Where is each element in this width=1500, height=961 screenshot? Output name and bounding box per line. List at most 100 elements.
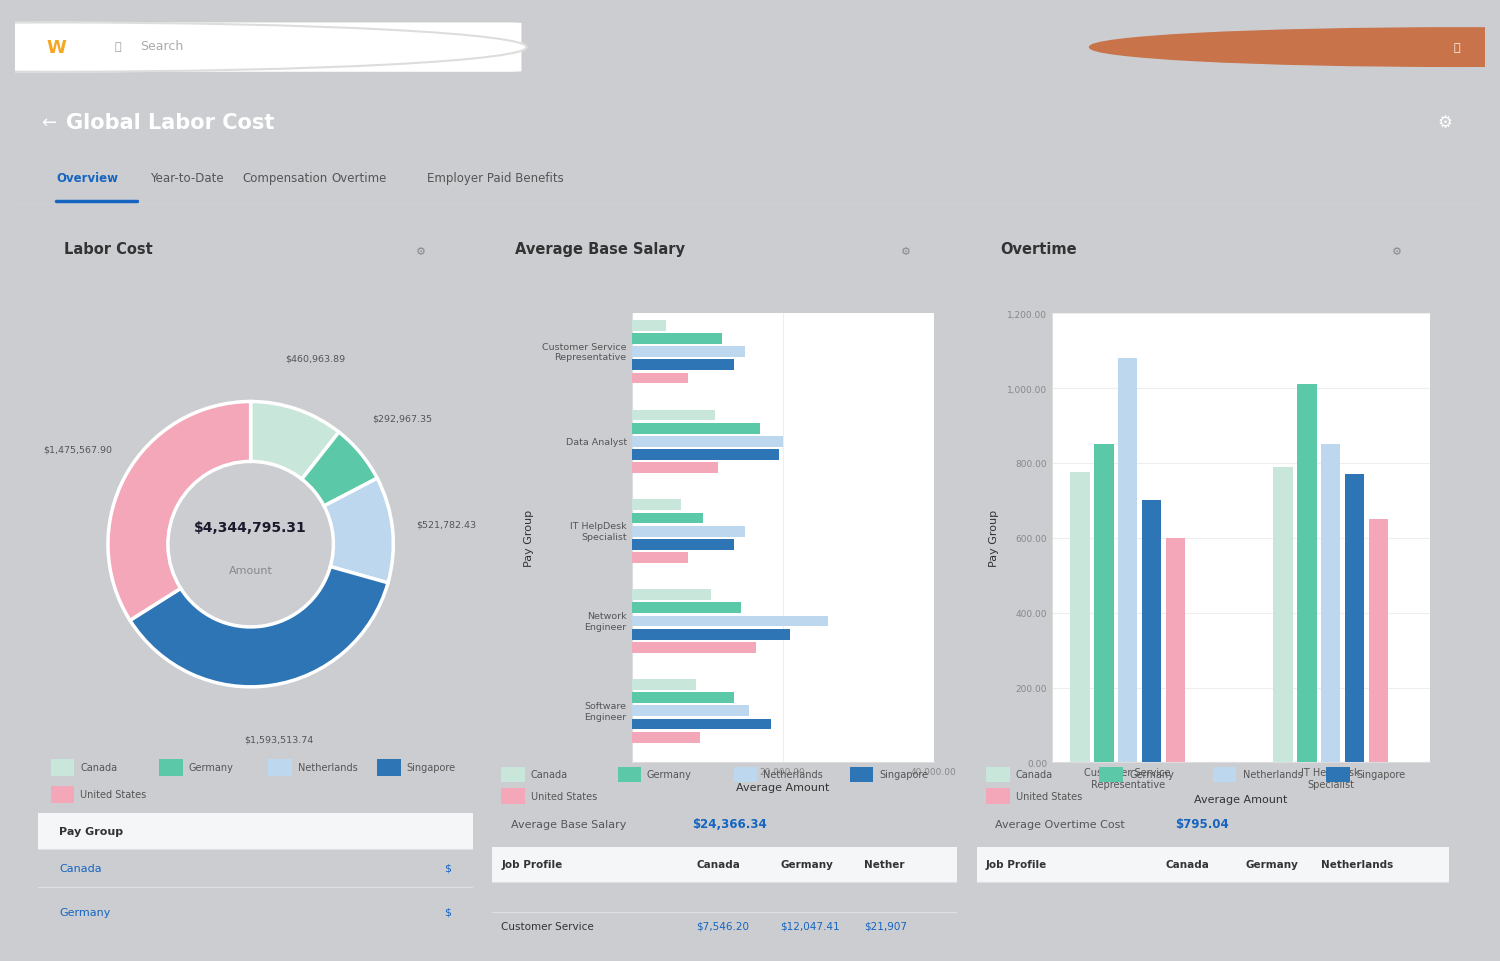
Bar: [1344, 475, 1365, 763]
Y-axis label: Pay Group: Pay Group: [988, 509, 999, 567]
Text: Germany: Germany: [189, 762, 234, 773]
Wedge shape: [302, 432, 376, 506]
Bar: [1322, 445, 1341, 763]
Text: ⚙: ⚙: [1438, 113, 1452, 132]
Bar: [632, 679, 696, 690]
Bar: [1298, 385, 1317, 763]
Text: Germany: Germany: [1246, 859, 1299, 869]
X-axis label: Average Amount: Average Amount: [1194, 795, 1288, 804]
Text: $21,907: $21,907: [864, 921, 907, 931]
Text: Netherlands: Netherlands: [297, 762, 357, 773]
Text: 🔍: 🔍: [116, 41, 122, 52]
Text: ⚙: ⚙: [1392, 247, 1402, 257]
Text: Netherlands: Netherlands: [1242, 770, 1302, 779]
Bar: [632, 436, 783, 447]
Text: Singapore: Singapore: [406, 762, 456, 773]
Y-axis label: Pay Group: Pay Group: [524, 509, 534, 567]
Bar: [632, 719, 771, 729]
Text: Singapore: Singapore: [1356, 770, 1406, 779]
Text: Amount: Amount: [228, 565, 273, 576]
Text: $24,366.34: $24,366.34: [692, 818, 766, 830]
Bar: [268, 759, 292, 776]
Bar: [632, 333, 722, 344]
Bar: [632, 732, 699, 743]
Circle shape: [0, 23, 526, 73]
Bar: [734, 767, 758, 782]
Text: $12,047.41: $12,047.41: [780, 921, 840, 931]
Text: United States: United States: [531, 792, 597, 801]
Bar: [632, 500, 681, 510]
Bar: [632, 450, 778, 460]
Bar: [376, 759, 400, 776]
Text: Germany: Germany: [780, 859, 832, 869]
Text: W: W: [46, 39, 66, 57]
FancyBboxPatch shape: [81, 23, 522, 73]
Text: United States: United States: [80, 790, 147, 800]
Text: Nether: Nether: [864, 859, 904, 869]
Text: Netherlands: Netherlands: [1322, 859, 1394, 869]
Text: Canada: Canada: [696, 859, 741, 869]
Text: Germany: Germany: [60, 907, 111, 917]
Bar: [632, 642, 756, 653]
Text: Overtime: Overtime: [1000, 241, 1077, 257]
Bar: [632, 693, 734, 703]
Bar: [1326, 767, 1350, 782]
Bar: [1070, 473, 1089, 763]
Bar: [632, 373, 688, 384]
Text: ○: ○: [1338, 37, 1353, 56]
Wedge shape: [130, 567, 388, 687]
Bar: [632, 360, 734, 371]
Text: Germany: Germany: [1130, 770, 1174, 779]
Bar: [1166, 538, 1185, 763]
Text: Year-to-Date: Year-to-Date: [150, 171, 224, 185]
Text: Average Overtime Cost: Average Overtime Cost: [996, 819, 1125, 829]
Text: Compensation: Compensation: [243, 171, 328, 185]
Bar: [632, 589, 711, 601]
Text: ⚙: ⚙: [902, 247, 910, 257]
Bar: [632, 347, 746, 357]
Text: ▣: ▣: [1416, 39, 1430, 54]
Circle shape: [1089, 29, 1500, 67]
Text: Global Labor Cost: Global Labor Cost: [66, 112, 274, 133]
Text: United States: United States: [1016, 792, 1082, 801]
Text: Average Base Salary: Average Base Salary: [516, 241, 686, 257]
Text: Singapore: Singapore: [879, 770, 928, 779]
Bar: [501, 767, 525, 782]
Wedge shape: [251, 402, 339, 480]
Text: ←: ←: [42, 113, 57, 132]
Bar: [632, 616, 828, 627]
Text: $292,967.35: $292,967.35: [372, 414, 432, 424]
Text: Job Profile: Job Profile: [986, 859, 1047, 869]
Text: Labor Cost: Labor Cost: [63, 241, 153, 257]
Text: Canada: Canada: [60, 863, 102, 873]
Bar: [986, 767, 1010, 782]
Bar: [976, 848, 1449, 882]
Text: Germany: Germany: [646, 770, 692, 779]
Bar: [1118, 358, 1137, 763]
Bar: [618, 767, 640, 782]
Bar: [51, 786, 75, 803]
Text: $1,593,513.74: $1,593,513.74: [244, 735, 314, 744]
Text: $1,475,567.90: $1,475,567.90: [44, 445, 112, 455]
Bar: [632, 410, 714, 421]
Bar: [492, 848, 957, 882]
Bar: [632, 629, 790, 640]
Wedge shape: [108, 402, 250, 621]
Text: Overtime: Overtime: [332, 171, 387, 185]
Bar: [159, 759, 183, 776]
Text: $4,344,795.31: $4,344,795.31: [195, 521, 308, 534]
Bar: [850, 767, 873, 782]
Bar: [1368, 520, 1388, 763]
Text: $521,782.43: $521,782.43: [417, 520, 477, 529]
Text: ⚙: ⚙: [416, 247, 426, 257]
Text: Netherlands: Netherlands: [764, 770, 824, 779]
Text: Pay Group: Pay Group: [60, 825, 123, 836]
Text: 🔔: 🔔: [1382, 39, 1389, 54]
Text: Canada: Canada: [80, 762, 117, 773]
Bar: [632, 603, 741, 613]
Bar: [38, 813, 472, 849]
Bar: [1094, 445, 1113, 763]
Text: $7,546.20: $7,546.20: [696, 921, 750, 931]
Wedge shape: [324, 479, 393, 583]
Text: Canada: Canada: [1166, 859, 1209, 869]
